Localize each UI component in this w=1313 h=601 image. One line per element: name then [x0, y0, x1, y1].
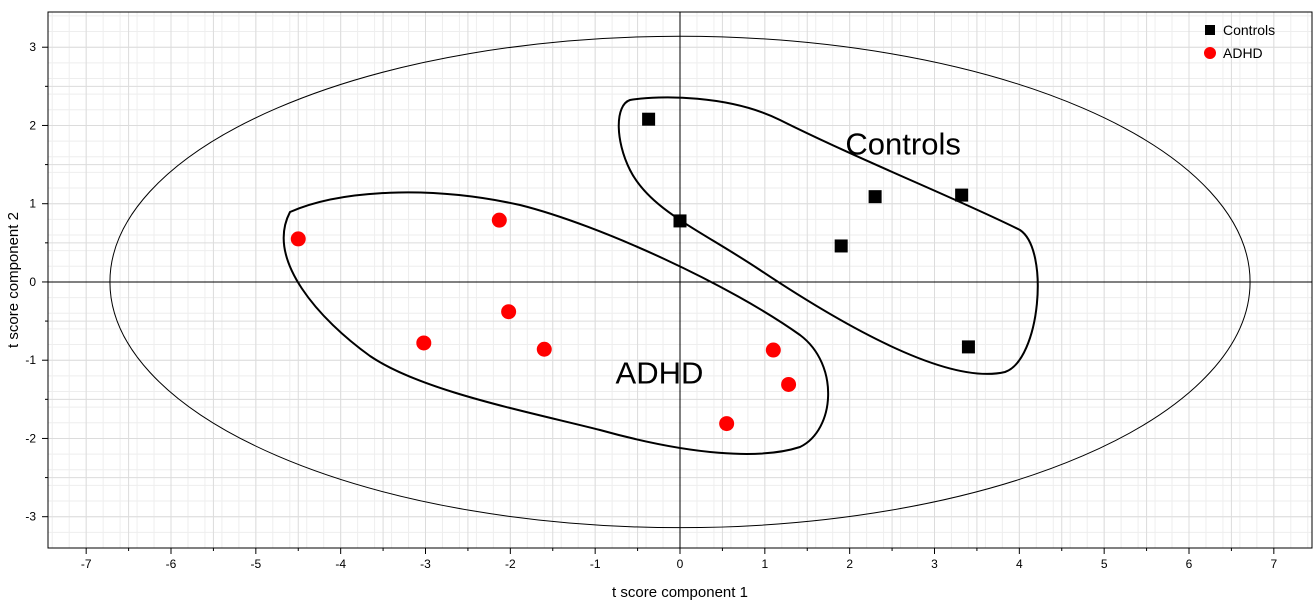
- group-label-controls: Controls: [845, 126, 960, 161]
- plot-frame: [47, 11, 1313, 549]
- group-labels: Controls ADHD: [616, 126, 961, 390]
- adhd-point: [491, 212, 507, 228]
- controls-point: [868, 190, 882, 204]
- x-tick-label: 2: [846, 557, 853, 571]
- x-tick-labels: -7 -6 -5 -4 -3 -2 -1 0 1 2 3 4 5 6 7: [81, 557, 1278, 571]
- legend-marker-controls: [1205, 25, 1215, 35]
- x-tick-label: 1: [761, 557, 768, 571]
- adhd-point: [416, 335, 432, 351]
- x-tick-label: 7: [1270, 557, 1277, 571]
- y-tick-label: -1: [25, 353, 36, 367]
- y-tick-label: 2: [29, 118, 36, 132]
- y-tick-label: -2: [25, 431, 36, 445]
- axis-lines: [48, 12, 1312, 548]
- legend: Controls ADHD: [1204, 22, 1275, 61]
- x-tick-label: -7: [81, 557, 92, 571]
- adhd-point: [536, 341, 552, 357]
- y-tick-labels: -3 -2 -1 0 1 2 3: [25, 40, 36, 523]
- y-tick-label: -3: [25, 510, 36, 524]
- y-tick-label: 0: [29, 275, 36, 289]
- x-tick-label: -4: [335, 557, 346, 571]
- x-tick-label: -2: [505, 557, 516, 571]
- legend-marker-adhd: [1204, 47, 1216, 59]
- adhd-group-outline: [282, 191, 830, 455]
- controls-point: [673, 214, 687, 228]
- x-tick-label: -3: [420, 557, 431, 571]
- y-axis-title: t score component 2: [5, 212, 22, 348]
- legend-label-adhd: ADHD: [1223, 45, 1263, 61]
- x-tick-label: 4: [1016, 557, 1023, 571]
- legend-label-controls: Controls: [1223, 22, 1275, 38]
- adhd-point: [781, 376, 797, 392]
- x-tick-label: -5: [251, 557, 262, 571]
- adhd-point: [719, 416, 735, 432]
- controls-point: [642, 112, 656, 126]
- controls-point: [834, 239, 848, 253]
- x-tick-label: 3: [931, 557, 938, 571]
- x-tick-label: -1: [590, 557, 601, 571]
- controls-group-outline: [617, 96, 1039, 375]
- controls-point: [961, 340, 975, 354]
- x-tick-label: 6: [1186, 557, 1193, 571]
- x-tick-label: 5: [1101, 557, 1108, 571]
- adhd-point: [765, 342, 781, 358]
- x-axis-title: t score component 1: [612, 584, 748, 601]
- adhd-point: [501, 304, 517, 320]
- adhd-point: [290, 231, 306, 247]
- controls-point: [955, 188, 969, 202]
- x-tick-label: -6: [166, 557, 177, 571]
- group-label-adhd: ADHD: [616, 356, 704, 391]
- y-tick-label: 1: [29, 197, 36, 211]
- y-tick-label: 3: [29, 40, 36, 54]
- data-points: [290, 112, 975, 432]
- x-tick-label: 0: [677, 557, 684, 571]
